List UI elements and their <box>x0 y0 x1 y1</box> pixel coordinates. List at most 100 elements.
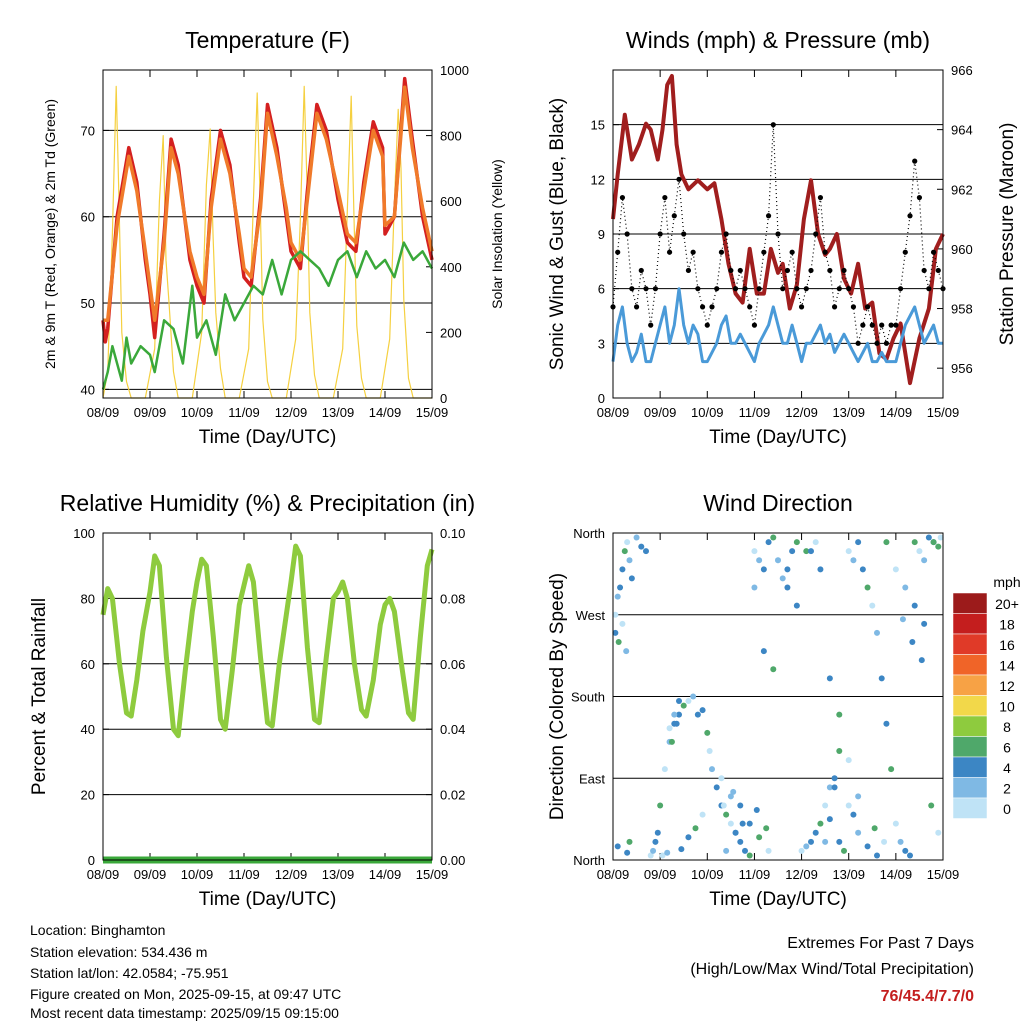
wind-direction-point <box>756 557 763 564</box>
wind-direction-point <box>678 846 685 853</box>
wind-direction-point <box>673 720 680 727</box>
wind-direction-point <box>803 843 810 850</box>
wind-direction-point <box>694 711 701 718</box>
y-tick-label: East <box>579 771 605 786</box>
y-tick-label: 60 <box>81 210 95 225</box>
gust-point <box>813 231 819 237</box>
wind-direction-point <box>668 738 675 745</box>
y-axis-label: Percent & Total Rainfall <box>29 598 50 795</box>
wind-direction-point <box>784 566 791 573</box>
wind-direction-point <box>617 584 624 591</box>
legend-swatch <box>952 715 988 737</box>
chart-title: Winds (mph) & Pressure (mb) <box>626 27 930 53</box>
x-tick-label: 10/09 <box>691 405 724 420</box>
y2-tick-label: 0 <box>440 391 447 406</box>
x-tick-label: 09/09 <box>644 867 677 882</box>
wind-direction-point <box>822 838 829 845</box>
temp9m-series <box>103 85 434 323</box>
wind-direction-point <box>935 829 942 836</box>
legend-label: 12 <box>999 678 1015 694</box>
wind-direction-point <box>664 849 671 856</box>
wind-direction-point <box>720 802 727 809</box>
gust-point <box>874 340 880 346</box>
gust-point <box>860 322 866 328</box>
wind-direction-point <box>864 843 871 850</box>
wind-direction-point <box>864 584 871 591</box>
x-tick-label: 08/09 <box>87 867 120 882</box>
plot-frame <box>102 532 433 861</box>
legend-label: 10 <box>999 699 1015 715</box>
wind-direction-point <box>746 852 753 859</box>
wind-direction-point <box>709 766 715 773</box>
gust-point <box>794 286 800 292</box>
wind-direction-point <box>789 548 796 555</box>
y-tick-label: 40 <box>81 382 95 397</box>
wind-series <box>611 287 943 364</box>
y-tick-label: North <box>573 526 605 541</box>
gust-point <box>831 304 838 310</box>
plot-frame <box>612 69 944 399</box>
wind-direction-point <box>937 534 944 541</box>
wind-direction-point <box>883 539 890 546</box>
gust-point <box>921 267 927 274</box>
y2-tick-label: 958 <box>951 302 973 317</box>
gust-point <box>869 322 875 328</box>
gust-point <box>770 122 776 128</box>
wind-direction-point <box>930 539 937 546</box>
gust-point <box>893 322 899 328</box>
x-tick-label: 11/09 <box>228 867 260 882</box>
wind-direction-point <box>925 534 932 541</box>
gust-point <box>761 249 767 255</box>
wind-direction-point <box>657 802 664 809</box>
wind-direction-point <box>685 834 692 841</box>
wind-direction-point <box>659 852 666 859</box>
legend-label: 8 <box>1003 719 1011 735</box>
y2-tick-label: 0.04 <box>440 722 465 737</box>
legend-label: 6 <box>1003 740 1011 756</box>
wind-direction-point <box>763 825 770 832</box>
recent-timestamp-text: Most recent data timestamp: 2025/09/15 0… <box>30 1005 339 1021</box>
wind-direction-point <box>732 829 739 836</box>
chart-title: Wind Direction <box>703 490 853 516</box>
gust-point <box>798 304 805 310</box>
wind-direction-point <box>612 611 619 618</box>
y2-tick-label: 0.02 <box>440 788 465 803</box>
gust-point <box>883 340 890 346</box>
wind-direction-point <box>628 575 635 582</box>
wind-direction-point <box>746 820 753 827</box>
wind-direction-point <box>883 720 890 727</box>
x-axis-label: Time (Day/UTC) <box>709 427 847 448</box>
y2-tick-label: 400 <box>440 260 462 275</box>
wind-direction-point <box>892 566 899 573</box>
gust-point <box>907 213 913 219</box>
extremes-subtitle: (High/Low/Max Wind/Total Precipitation) <box>690 961 974 978</box>
x-tick-label: 08/09 <box>87 405 120 420</box>
wind-direction-point <box>727 820 734 827</box>
plot-frame <box>612 532 944 861</box>
y2-axis-label: Solar Insolation (Yellow) <box>489 159 505 309</box>
y-tick-label: 6 <box>598 282 605 297</box>
wind-direction-point <box>892 820 899 827</box>
x-tick-label: 14/09 <box>369 867 402 882</box>
y-tick-label: South <box>571 690 605 705</box>
wind-direction-point <box>918 657 925 664</box>
gust-point <box>756 286 762 292</box>
y-tick-label: 40 <box>81 722 95 737</box>
x-tick-label: 08/09 <box>597 867 630 882</box>
wind-direction-point <box>831 775 838 782</box>
y2-tick-label: 800 <box>440 129 462 144</box>
wind-direction-point <box>770 666 777 673</box>
wind-direction-point <box>638 543 645 550</box>
wind-direction-point <box>793 539 800 546</box>
gust-point <box>850 304 857 310</box>
wind-direction-point <box>831 784 838 791</box>
wind-direction-point <box>751 584 758 591</box>
wind-direction-point <box>855 793 862 800</box>
legend-swatch <box>952 756 988 778</box>
wind-direction-point <box>619 566 626 573</box>
x-tick-label: 15/09 <box>416 867 449 882</box>
gust-point <box>803 286 809 292</box>
legend-swatch <box>952 695 988 717</box>
legend-label: 20+ <box>995 596 1019 612</box>
